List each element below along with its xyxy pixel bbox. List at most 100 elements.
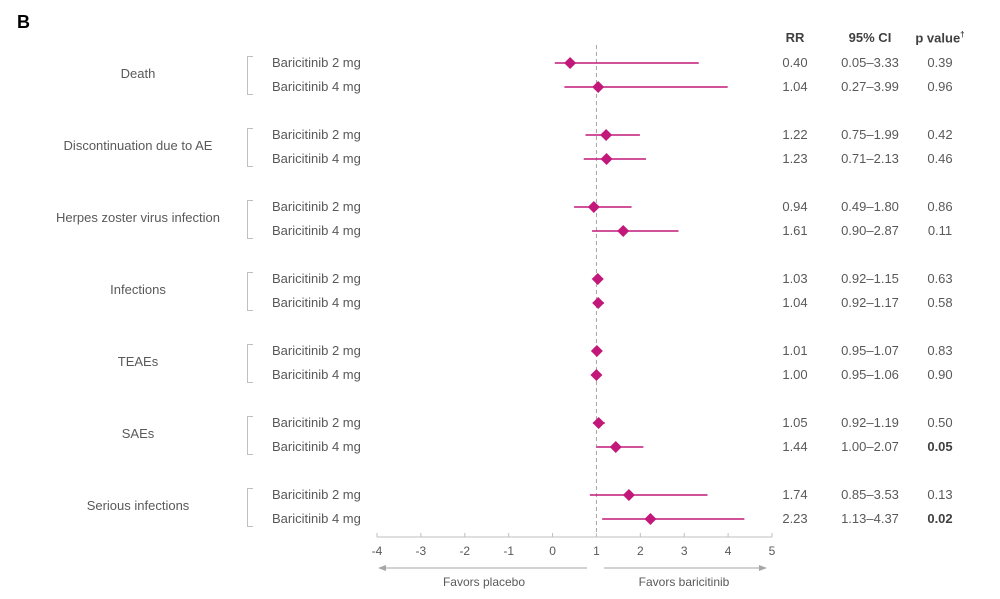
rr-marker — [622, 489, 635, 501]
arm-label: Baricitinib 2 mg — [272, 271, 361, 286]
header-p-text: p value — [915, 30, 961, 46]
ci-value: 0.92–1.19 — [841, 415, 899, 430]
ci-value: 0.85–3.53 — [841, 487, 899, 502]
rr-marker — [592, 417, 605, 429]
rr-marker — [591, 273, 604, 285]
category-label: Infections — [110, 282, 166, 297]
group-bracket — [247, 200, 253, 239]
rr-value: 1.74 — [782, 487, 808, 502]
group-bracket — [247, 416, 253, 455]
arm-label: Baricitinib 2 mg — [272, 127, 361, 142]
favors-baricitinib-label: Favors baricitinib — [639, 575, 730, 589]
p-value: 0.83 — [927, 343, 953, 358]
arm-label: Baricitinib 2 mg — [272, 343, 361, 358]
x-tick-label: -1 — [503, 544, 514, 558]
rr-value: 1.04 — [782, 295, 808, 310]
category-label: Discontinuation due to AE — [63, 138, 213, 153]
x-tick-label: 4 — [725, 544, 732, 558]
category-label: SAEs — [121, 426, 155, 441]
p-value: 0.96 — [927, 79, 953, 94]
ci-value: 0.95–1.07 — [841, 343, 899, 358]
arm-label: Baricitinib 4 mg — [272, 511, 361, 526]
rr-value: 1.03 — [782, 271, 808, 286]
p-value: 0.39 — [927, 55, 953, 70]
x-tick-label: 2 — [637, 544, 644, 558]
arm-label: Baricitinib 4 mg — [272, 223, 361, 238]
arm-label: Baricitinib 4 mg — [272, 367, 361, 382]
p-value: 0.58 — [927, 295, 953, 310]
arm-label: Baricitinib 4 mg — [272, 295, 361, 310]
favors-baricitinib-arrowhead — [759, 565, 767, 571]
group-bracket — [247, 344, 253, 383]
x-tick-label: -4 — [372, 544, 383, 558]
x-tick-label: 5 — [769, 544, 776, 558]
ci-value: 0.92–1.17 — [841, 295, 899, 310]
header-p-dagger: † — [960, 30, 965, 39]
ci-value: 0.95–1.06 — [841, 367, 899, 382]
p-value: 0.02 — [927, 511, 953, 526]
rr-marker — [587, 201, 600, 213]
arm-label: Baricitinib 4 mg — [272, 439, 361, 454]
p-value: 0.50 — [927, 415, 953, 430]
header-p: p value† — [905, 30, 975, 45]
rr-value: 1.00 — [782, 367, 808, 382]
header-rr: RR — [785, 30, 805, 45]
favors-placebo-arrowhead — [378, 565, 386, 571]
group-bracket — [247, 272, 253, 311]
rr-value: 1.04 — [782, 79, 808, 94]
rr-value: 2.23 — [782, 511, 808, 526]
rr-value: 0.40 — [782, 55, 808, 70]
ci-value: 0.92–1.15 — [841, 271, 899, 286]
p-value: 0.05 — [927, 439, 953, 454]
ci-value: 0.75–1.99 — [841, 127, 899, 142]
category-label: Herpes zoster virus infection — [55, 210, 220, 225]
group-bracket — [247, 56, 253, 95]
p-value: 0.90 — [927, 367, 953, 382]
arm-label: Baricitinib 2 mg — [272, 487, 361, 502]
rr-value: 1.05 — [782, 415, 808, 430]
favors-placebo-label: Favors placebo — [443, 575, 525, 589]
ci-value: 0.27–3.99 — [841, 79, 899, 94]
category-label: Serious infections — [86, 498, 190, 513]
arm-label: Baricitinib 4 mg — [272, 79, 361, 94]
p-value: 0.46 — [927, 151, 953, 166]
category-label: TEAEs — [117, 354, 159, 369]
rr-value: 1.01 — [782, 343, 808, 358]
panel-label: B — [17, 12, 30, 32]
rr-marker — [590, 369, 603, 381]
rr-value: 0.94 — [782, 199, 808, 214]
rr-value: 1.23 — [782, 151, 808, 166]
ci-value: 1.00–2.07 — [841, 439, 899, 454]
rr-marker — [617, 225, 630, 237]
header-ci: 95% CI — [848, 30, 892, 45]
arm-label: Baricitinib 2 mg — [272, 199, 361, 214]
rr-marker — [592, 81, 605, 93]
p-value: 0.42 — [927, 127, 953, 142]
ci-value: 0.71–2.13 — [841, 151, 899, 166]
rr-marker — [600, 129, 613, 141]
ci-value: 0.49–1.80 — [841, 199, 899, 214]
p-value: 0.86 — [927, 199, 953, 214]
rr-value: 1.44 — [782, 439, 808, 454]
x-tick-label: 0 — [549, 544, 556, 558]
ci-value: 1.13–4.37 — [841, 511, 899, 526]
x-tick-label: -2 — [459, 544, 470, 558]
rr-marker — [592, 297, 605, 309]
rr-value: 1.61 — [782, 223, 808, 238]
arm-label: Baricitinib 2 mg — [272, 415, 361, 430]
rr-marker — [609, 441, 622, 453]
p-value: 0.11 — [927, 223, 953, 238]
x-tick-label: -3 — [416, 544, 427, 558]
group-bracket — [247, 128, 253, 167]
category-label: Death — [120, 66, 156, 81]
p-value: 0.13 — [927, 487, 953, 502]
rr-value: 1.22 — [782, 127, 808, 142]
arm-label: Baricitinib 2 mg — [272, 55, 361, 70]
ci-value: 0.05–3.33 — [841, 55, 899, 70]
rr-marker — [644, 513, 657, 525]
group-bracket — [247, 488, 253, 527]
x-tick-label: 3 — [681, 544, 688, 558]
arm-label: Baricitinib 4 mg — [272, 151, 361, 166]
rr-marker — [590, 345, 603, 357]
rr-marker — [600, 153, 613, 165]
